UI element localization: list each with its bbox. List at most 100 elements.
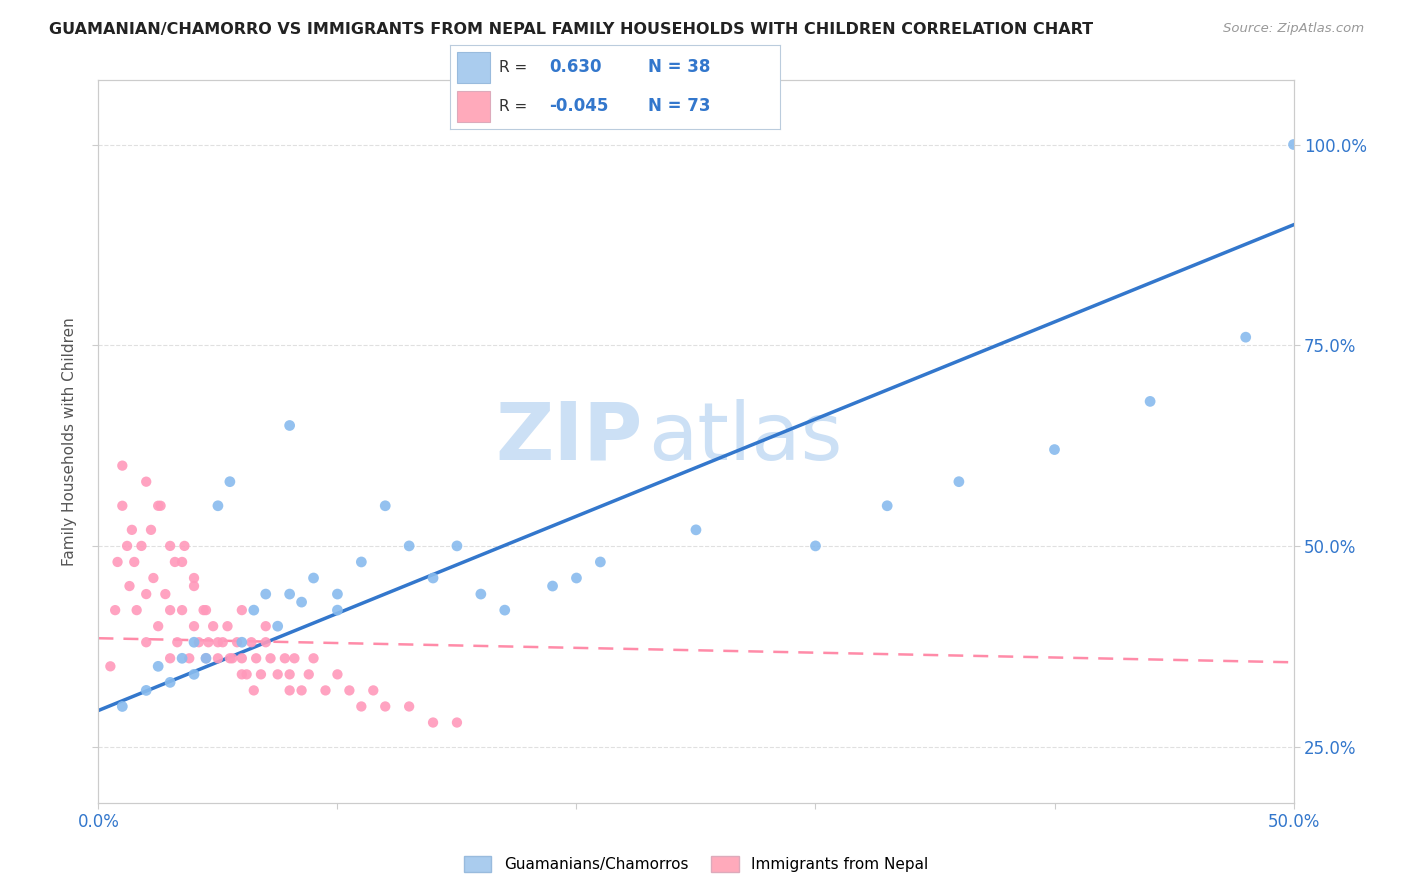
Point bbox=[98, 659, 122, 673]
Point bbox=[173, 539, 195, 553]
Text: atlas: atlas bbox=[648, 399, 842, 477]
Point bbox=[565, 571, 588, 585]
Point bbox=[207, 499, 229, 513]
Point bbox=[494, 603, 516, 617]
Point bbox=[231, 651, 253, 665]
Point bbox=[422, 571, 444, 585]
Point bbox=[155, 587, 177, 601]
Point bbox=[245, 651, 267, 665]
Point bbox=[339, 683, 361, 698]
Point bbox=[1234, 330, 1257, 344]
Point bbox=[1282, 137, 1305, 152]
Point bbox=[278, 683, 301, 698]
Point bbox=[207, 635, 229, 649]
Text: 0.630: 0.630 bbox=[548, 59, 602, 77]
Point bbox=[149, 499, 172, 513]
Point bbox=[195, 603, 218, 617]
Point bbox=[221, 651, 243, 665]
Point bbox=[315, 683, 337, 698]
Point bbox=[422, 715, 444, 730]
Point bbox=[195, 651, 218, 665]
Point bbox=[111, 458, 134, 473]
Point bbox=[172, 555, 194, 569]
Text: -0.045: -0.045 bbox=[548, 97, 609, 115]
Point bbox=[541, 579, 564, 593]
Point bbox=[148, 619, 170, 633]
Point bbox=[219, 475, 242, 489]
Text: Source: ZipAtlas.com: Source: ZipAtlas.com bbox=[1223, 22, 1364, 36]
Point bbox=[291, 683, 314, 698]
Point bbox=[135, 635, 157, 649]
FancyBboxPatch shape bbox=[457, 91, 489, 121]
Point bbox=[804, 539, 827, 553]
Point bbox=[107, 555, 129, 569]
Point bbox=[1139, 394, 1161, 409]
Point bbox=[1043, 442, 1066, 457]
Point bbox=[207, 651, 229, 665]
Point bbox=[183, 571, 205, 585]
Point bbox=[111, 499, 134, 513]
Point bbox=[172, 603, 194, 617]
Point bbox=[139, 523, 162, 537]
Text: ZIP: ZIP bbox=[495, 399, 643, 477]
Point bbox=[350, 699, 373, 714]
Point bbox=[217, 619, 239, 633]
Point bbox=[948, 475, 970, 489]
FancyBboxPatch shape bbox=[457, 53, 489, 83]
Point bbox=[163, 555, 186, 569]
Point bbox=[148, 659, 170, 673]
Point bbox=[326, 587, 349, 601]
Point bbox=[278, 587, 301, 601]
Point bbox=[183, 619, 205, 633]
Point bbox=[135, 475, 157, 489]
Point bbox=[243, 683, 266, 698]
Point bbox=[131, 539, 153, 553]
Point bbox=[235, 667, 257, 681]
Point bbox=[135, 587, 157, 601]
Point bbox=[195, 651, 218, 665]
Point bbox=[446, 715, 468, 730]
Point bbox=[104, 603, 127, 617]
Point bbox=[254, 587, 277, 601]
Point bbox=[197, 635, 219, 649]
Point bbox=[278, 667, 301, 681]
Point bbox=[876, 499, 898, 513]
Point bbox=[326, 603, 349, 617]
Point bbox=[374, 499, 396, 513]
Point bbox=[118, 579, 141, 593]
Point bbox=[259, 651, 281, 665]
Point bbox=[278, 418, 301, 433]
Point bbox=[159, 539, 181, 553]
Point bbox=[159, 675, 181, 690]
Point bbox=[302, 651, 325, 665]
Legend: Guamanians/Chamorros, Immigrants from Nepal: Guamanians/Chamorros, Immigrants from Ne… bbox=[458, 850, 934, 879]
Point bbox=[589, 555, 612, 569]
Point bbox=[142, 571, 165, 585]
Point bbox=[125, 603, 148, 617]
Point bbox=[267, 667, 290, 681]
Point bbox=[231, 635, 253, 649]
Point bbox=[243, 603, 266, 617]
Point bbox=[254, 635, 277, 649]
Point bbox=[187, 635, 209, 649]
Point bbox=[183, 667, 205, 681]
Point bbox=[446, 539, 468, 553]
Point bbox=[166, 635, 188, 649]
Point bbox=[159, 603, 181, 617]
Point bbox=[124, 555, 146, 569]
Point bbox=[148, 499, 170, 513]
Point bbox=[398, 539, 420, 553]
Point bbox=[231, 667, 253, 681]
Point bbox=[254, 619, 277, 633]
Point bbox=[111, 699, 134, 714]
Text: N = 38: N = 38 bbox=[648, 59, 710, 77]
Point bbox=[326, 667, 349, 681]
Point bbox=[470, 587, 492, 601]
Point bbox=[274, 651, 297, 665]
Point bbox=[350, 555, 373, 569]
Point bbox=[685, 523, 707, 537]
Point bbox=[219, 651, 242, 665]
Point bbox=[250, 667, 273, 681]
Point bbox=[202, 619, 225, 633]
Point bbox=[267, 619, 290, 633]
